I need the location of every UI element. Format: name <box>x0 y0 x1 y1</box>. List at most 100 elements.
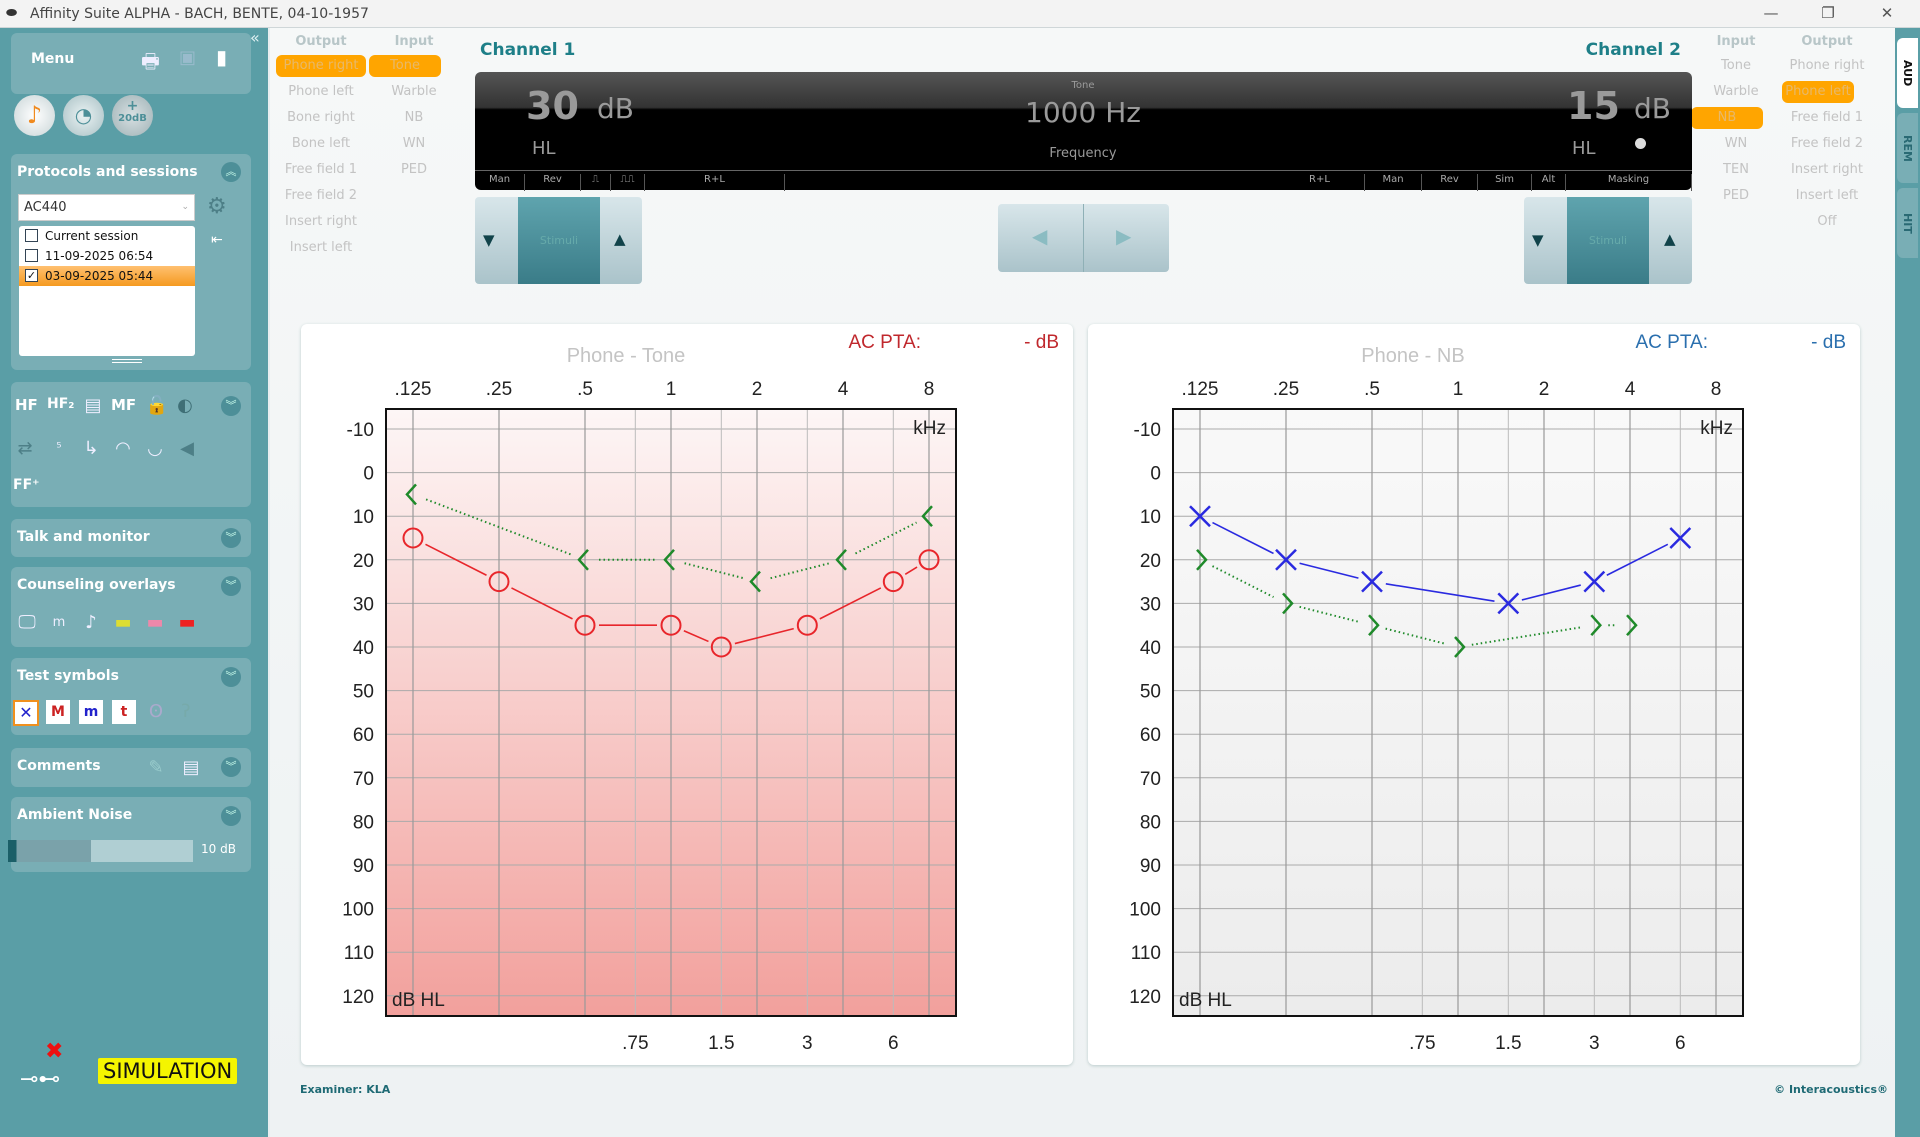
ch2-stimuli-button[interactable]: Stimuli <box>1567 197 1649 284</box>
data-point-x[interactable] <box>1669 527 1692 549</box>
print-icon[interactable]: 🖶 <box>141 49 160 73</box>
data-point-bracket-right[interactable] <box>1454 636 1466 658</box>
ch2-inputs-option[interactable]: TEN <box>1723 162 1749 177</box>
mode-button[interactable]: ⎍⎍ <box>611 174 645 191</box>
tone-test-button[interactable]: ♪ <box>14 95 55 136</box>
right-ear-audiogram[interactable]: -10 0 10 20 30 40 50 60 70 80 90 100 110 120 .125 .25 .5… <box>301 324 1073 1065</box>
exit-icon[interactable]: ▮ <box>216 45 228 69</box>
ch1-inputs-option[interactable]: NB <box>404 110 424 125</box>
hf2-button[interactable]: HF₂ <box>47 396 75 412</box>
checkbox-checked[interactable]: ✓ <box>25 269 38 282</box>
data-point-bracket-left[interactable] <box>577 548 589 571</box>
overlay-red-icon[interactable]: ▬ <box>178 612 196 633</box>
expand-test-symbols-button[interactable]: ︾ <box>221 667 241 687</box>
ch1-outputs-option[interactable]: Phone right <box>276 55 366 77</box>
checkbox[interactable] <box>25 229 38 242</box>
ch1-outputs-option[interactable]: Insert left <box>289 240 353 255</box>
ch1-inputs-option[interactable]: Tone <box>369 55 441 77</box>
mode-button[interactable]: Alt <box>1532 174 1566 191</box>
overlay-m-icon[interactable]: m <box>52 615 66 630</box>
data-point-bracket-right[interactable] <box>1590 614 1602 637</box>
data-point-circle[interactable] <box>796 614 818 636</box>
ch2-outputs-option[interactable]: Free field 1 <box>1790 110 1864 125</box>
data-point-x[interactable] <box>1583 570 1606 593</box>
data-point-circle[interactable] <box>488 571 510 593</box>
ff-plus-button[interactable]: FF⁺ <box>13 477 40 493</box>
close-button[interactable]: ✕ <box>1880 4 1894 22</box>
import-session-icon[interactable]: ⇤ <box>211 232 223 248</box>
mcl-symbol-icon[interactable]: m <box>79 700 103 724</box>
collapse-protocols-button[interactable]: ︽ <box>221 162 241 182</box>
speech-test-button[interactable]: ◔ <box>63 95 104 136</box>
mode-button[interactable]: R+L <box>1275 174 1365 191</box>
data-point-bracket-left[interactable] <box>749 570 761 593</box>
protocol-select[interactable]: AC440 ⌄ <box>18 194 195 221</box>
ch1-outputs-option[interactable]: Phone left <box>288 84 354 99</box>
speaker-icon[interactable]: ◀ <box>180 438 194 459</box>
mode-button[interactable]: Man <box>1365 174 1422 191</box>
ch1-outputs-option[interactable]: Free field 2 <box>284 188 358 203</box>
tab-rem[interactable]: REM <box>1897 113 1918 183</box>
left-ear-audiogram[interactable]: -10 0 10 20 30 40 50 60 70 80 90 100 110 120 .125 .25 .5… <box>1088 324 1860 1065</box>
ch2-outputs-option[interactable]: Phone left <box>1782 81 1854 103</box>
mode-button[interactable]: Man <box>475 174 525 191</box>
ch2-inputs-option[interactable]: PED <box>1722 188 1750 203</box>
ch2-inputs-option[interactable]: Tone <box>1721 58 1751 73</box>
ch1-outputs-option[interactable]: Bone left <box>291 136 351 151</box>
mode-button[interactable]: Masking <box>1566 174 1692 191</box>
settings-gear-icon[interactable]: ⚙ <box>207 194 227 219</box>
data-point-bracket-left[interactable] <box>405 483 417 506</box>
data-point-bracket-left[interactable] <box>835 548 847 571</box>
collapse-sidebar-icon[interactable]: « <box>250 28 260 47</box>
data-point-x[interactable] <box>1189 505 1211 528</box>
restore-button[interactable]: ❐ <box>1821 4 1835 22</box>
tab-aud[interactable]: AUD <box>1897 38 1918 108</box>
ch1-outputs-option[interactable]: Insert right <box>285 214 357 229</box>
tactile-symbol-icon[interactable]: t <box>112 700 136 724</box>
mask-auto-icon[interactable]: ◡ <box>147 438 163 459</box>
data-point-circle[interactable] <box>882 571 904 593</box>
data-point-bracket-right[interactable] <box>1626 614 1638 637</box>
boost-20db-button[interactable]: +20dB <box>112 95 153 136</box>
expand-counseling-button[interactable]: ︾ <box>221 576 241 596</box>
ch1-level-up-button[interactable]: ▲ <box>614 230 626 248</box>
menu-button[interactable]: Menu <box>31 51 75 67</box>
ch2-outputs-option[interactable]: Insert left <box>1795 188 1859 203</box>
mode-button[interactable]: Rev <box>525 174 581 191</box>
ch1-outputs-option[interactable]: Free field 1 <box>284 162 358 177</box>
data-point-bracket-right[interactable] <box>1368 614 1380 637</box>
minimize-button[interactable]: — <box>1763 4 1779 22</box>
mode-button[interactable]: Rev <box>1422 174 1478 191</box>
checkbox[interactable] <box>25 249 38 262</box>
ch2-level-down-button[interactable]: ▼ <box>1532 231 1544 249</box>
ch2-inputs-option[interactable]: NB <box>1691 107 1763 129</box>
mode-button[interactable]: ⎍ <box>581 174 611 191</box>
ch1-level-down-button[interactable]: ▼ <box>483 231 495 249</box>
expand-comments-button[interactable]: ︾ <box>221 757 241 777</box>
data-point-x[interactable] <box>1497 592 1520 615</box>
synchronize-icon[interactable]: ⁵ <box>56 441 62 456</box>
ch2-level-up-button[interactable]: ▲ <box>1664 230 1676 248</box>
unlock-icon[interactable]: 🔓 <box>145 395 169 416</box>
overlay-music-icon[interactable]: ♪ <box>85 612 97 633</box>
ch2-outputs-option[interactable]: Off <box>1817 214 1837 229</box>
store-icon[interactable]: ↳ <box>83 438 99 459</box>
mode-button[interactable]: Sim <box>1478 174 1532 191</box>
overlay-yellow-icon[interactable]: ▬ <box>114 612 132 633</box>
binaural-icon[interactable]: ʘ <box>148 701 164 722</box>
note-icon[interactable]: ▤ <box>182 757 200 778</box>
ch1-inputs-option[interactable]: Warble <box>391 84 437 99</box>
data-point-bracket-right[interactable] <box>1196 548 1208 571</box>
save-icon[interactable]: ▣ <box>179 47 197 68</box>
ch2-inputs-option[interactable]: WN <box>1724 136 1748 151</box>
data-point-circle[interactable] <box>660 614 682 636</box>
session-item[interactable]: Current session <box>19 226 195 246</box>
ch1-inputs-option[interactable]: WN <box>402 136 426 151</box>
head-icon[interactable]: ◐ <box>177 395 193 416</box>
ch1-stimuli-button[interactable]: Stimuli <box>518 197 600 284</box>
ear-icon[interactable]: ʔ <box>181 701 191 722</box>
monitor-overlay-icon[interactable]: 🖵 <box>18 612 36 633</box>
ch2-outputs-option[interactable]: Phone right <box>1789 58 1865 73</box>
ac-symbol-icon[interactable]: ✕ <box>13 700 39 726</box>
expand-ambient-button[interactable]: ︾ <box>221 806 241 826</box>
